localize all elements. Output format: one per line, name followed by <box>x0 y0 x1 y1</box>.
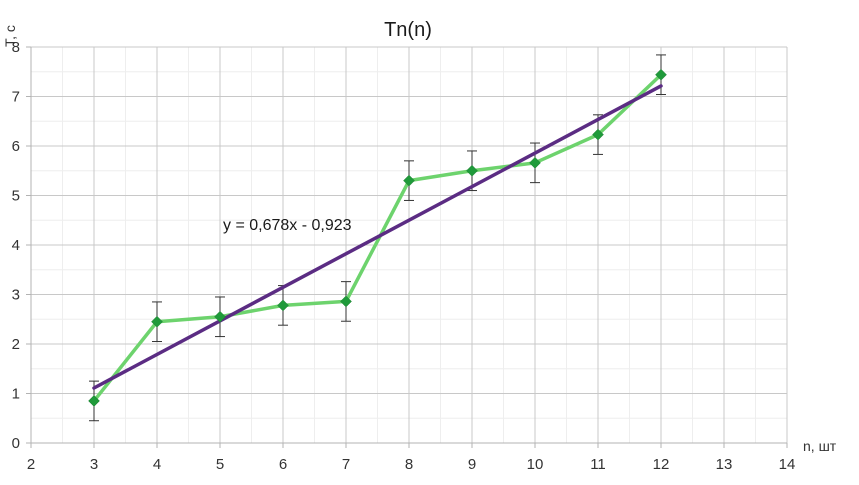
x-tick-label: 11 <box>590 456 606 473</box>
data-point-marker <box>277 299 289 312</box>
x-tick-label: 10 <box>527 456 544 473</box>
y-tick-labels: 0 1 2 3 4 5 6 7 8 <box>12 39 20 452</box>
x-tick-label: 8 <box>405 456 413 473</box>
x-tick-label: 4 <box>153 456 161 473</box>
data-point-marker <box>529 156 541 169</box>
y-tick-label: 4 <box>12 237 20 254</box>
series-line <box>92 73 663 403</box>
y-tick-label: 8 <box>12 39 20 56</box>
data-point-marker <box>655 68 667 81</box>
y-tick-label: 5 <box>12 188 20 205</box>
trendline <box>92 84 663 390</box>
axes <box>26 46 788 448</box>
data-markers <box>88 68 667 407</box>
y-tick-label: 0 <box>12 435 20 452</box>
data-point-marker <box>88 395 100 407</box>
x-axis-label: n, шт <box>803 438 837 454</box>
y-tick-label: 3 <box>12 287 20 304</box>
data-point-marker <box>466 164 478 177</box>
x-tick-label: 7 <box>342 456 350 473</box>
x-tick-label: 3 <box>90 456 98 473</box>
trendline-group <box>92 84 663 390</box>
x-tick-labels: 2 3 4 5 6 7 8 9 10 11 12 13 14 <box>27 456 796 473</box>
chart-title: Tn(n) <box>384 19 432 41</box>
x-tick-label: 13 <box>716 456 733 473</box>
data-point-marker <box>592 128 604 141</box>
y-tick-label: 1 <box>12 386 20 403</box>
series-polyline <box>92 73 663 403</box>
y-tick-label: 2 <box>12 336 20 353</box>
trendline-equation: y = 0,678x - 0,923 <box>223 217 352 234</box>
x-tick-label: 5 <box>216 456 224 473</box>
data-point-marker <box>214 310 226 323</box>
x-tick-label: 12 <box>653 456 670 473</box>
data-point-marker <box>151 315 163 328</box>
x-tick-label: 6 <box>279 456 287 473</box>
x-tick-label: 14 <box>779 456 796 473</box>
x-tick-label: 2 <box>27 456 35 473</box>
y-axis-label: T, c <box>2 25 18 47</box>
y-tick-label: 7 <box>12 89 20 106</box>
x-tick-label: 9 <box>468 456 476 473</box>
data-point-marker <box>340 295 352 308</box>
data-point-marker <box>403 174 415 187</box>
y-tick-label: 6 <box>12 138 20 155</box>
